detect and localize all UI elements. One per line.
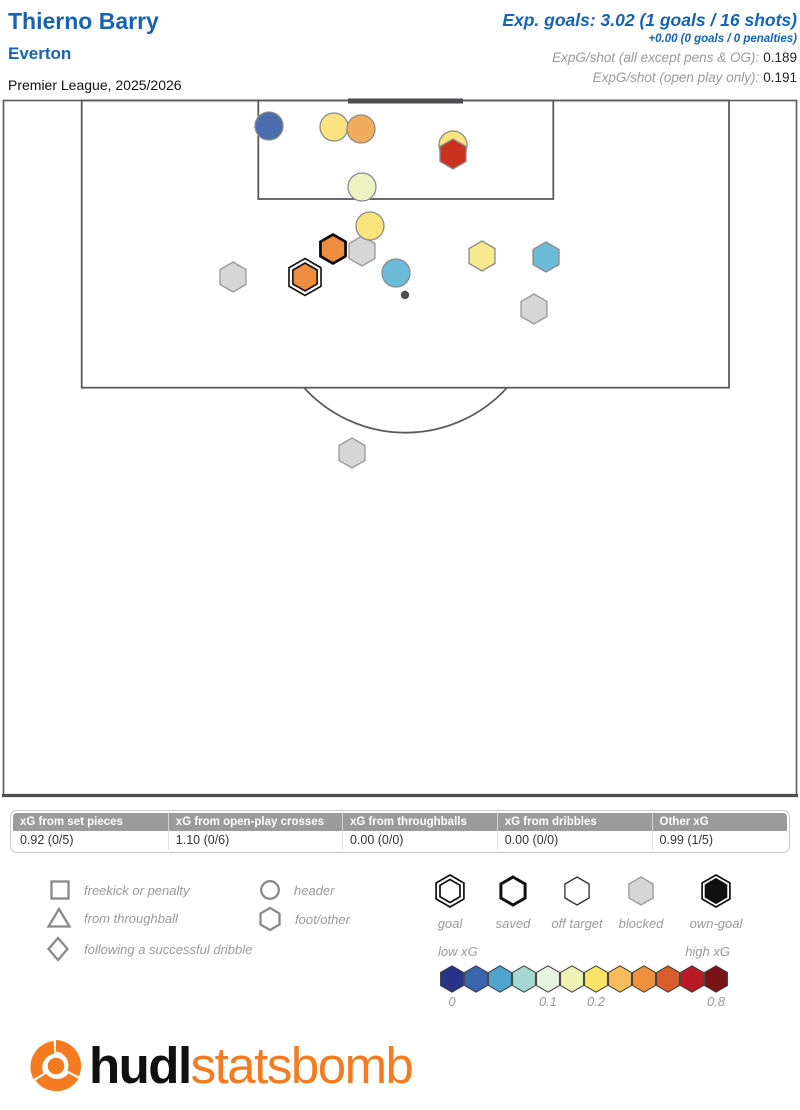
table-value: 0.92 (0/5) — [20, 833, 74, 847]
legend-result-saved: saved — [477, 872, 549, 931]
penalty-arc — [303, 387, 508, 434]
legend-label: from throughball — [84, 910, 178, 926]
xg-scale-step — [656, 965, 680, 993]
expg-per-shot-all: ExpG/shot (all except pens & OG): 0.189 — [552, 49, 797, 65]
shot-hexagon-off-target — [532, 241, 560, 273]
xg-scale-step — [512, 965, 536, 993]
penalties-line: +0.00 (0 goals / 0 penalties) — [648, 32, 797, 45]
penalty-spot — [400, 290, 410, 300]
high-xg-label: high xG — [685, 944, 730, 959]
legend-result-goal: goal — [414, 872, 486, 931]
competition-label: Premier League, 2025/2026 — [8, 77, 182, 93]
shot-hexagon-saved — [319, 232, 347, 266]
xg-scale-step — [488, 965, 512, 993]
legend-freekick-penalty: freekick or penalty — [48, 878, 190, 902]
hexagon-icon — [259, 906, 281, 932]
logo-text-hudl: hudl — [89, 1037, 192, 1094]
legend-label: freekick or penalty — [84, 882, 190, 898]
xg-scale-step — [560, 965, 584, 993]
shot-circle-off-target — [347, 172, 377, 202]
hudl-swirl-icon — [30, 1040, 82, 1092]
table-value: 0.00 (0/0) — [496, 831, 652, 850]
low-xg-label: low xG — [438, 944, 478, 959]
table-value: 0.99 (1/5) — [651, 831, 787, 850]
legend-result-off-target: off target — [541, 872, 613, 931]
team-name: Everton — [8, 44, 72, 63]
xg-scale-step — [632, 965, 656, 993]
xg-scale-tick: 0.2 — [586, 994, 606, 1009]
expg-per-shot-open: ExpG/shot (open play only): 0.191 — [592, 70, 797, 86]
legend-label: own-goal — [689, 916, 743, 931]
column-header: xG from open-play crosses — [167, 813, 342, 831]
xg-scale-step — [536, 965, 560, 993]
xg-scale-step — [608, 965, 632, 993]
legend-label: blocked — [618, 916, 664, 931]
column-header: xG from dribbles — [496, 813, 652, 831]
shot-hexagon-blocked — [219, 261, 247, 293]
column-header: xG from throughballs — [341, 813, 497, 831]
shot-circle-off-target — [381, 258, 411, 288]
diamond-icon — [46, 936, 70, 962]
legend-label: header — [294, 882, 335, 898]
shot-hexagon-off-target — [468, 240, 496, 272]
shot-hexagon-blocked — [348, 235, 376, 267]
legend-dribble: following a successful dribble — [44, 935, 252, 963]
xg-scale-tick: 0.1 — [538, 994, 558, 1009]
shot-hexagon-blocked — [520, 293, 548, 325]
xg-scale-step — [440, 965, 464, 993]
legend-label: saved — [495, 916, 531, 931]
xg-scale-step — [584, 965, 608, 993]
summary-stats: Exp. goals: 3.02 (1 goals / 16 shots) +0… — [502, 10, 797, 87]
legend-result-blocked: blocked — [605, 872, 677, 931]
legend-foot-other: foot/other — [257, 906, 350, 932]
column-header: Other xG — [651, 813, 787, 831]
column-header: xG from set pieces — [20, 816, 123, 828]
legend-label: foot/other — [295, 911, 350, 927]
xg-scale-tick: 0.8 — [706, 994, 726, 1009]
goal-marker-icon — [435, 874, 465, 908]
saved-marker-icon — [499, 875, 527, 907]
legend-label: off target — [551, 916, 603, 931]
xg-scale-tick: 0 — [448, 994, 456, 1009]
table-header-row: xG from set pieces xG from open-play cro… — [13, 813, 787, 831]
own-goal-marker-icon — [701, 874, 731, 908]
table-value-row: 0.92 (0/5) 1.10 (0/6) 0.00 (0/0) 0.00 (0… — [13, 831, 787, 850]
legend-header-shot: header — [258, 878, 334, 902]
triangle-icon — [46, 906, 72, 928]
pitch-boundary — [2, 99, 798, 797]
shot-circle-off-target — [355, 211, 385, 241]
legend-label: goal — [437, 916, 463, 931]
legend-from-throughball: from throughball — [46, 906, 178, 930]
shot-circle-off-target — [319, 112, 349, 142]
hudl-statsbomb-logo: hudl statsbomb — [30, 1036, 414, 1096]
shot-circle-off-target — [346, 114, 376, 144]
shot-hexagon-goal — [288, 257, 322, 297]
legend-label: following a successful dribble — [84, 941, 253, 957]
square-icon — [50, 880, 70, 900]
logo-text-statsbomb: statsbomb — [190, 1037, 414, 1094]
shot-hexagon-blocked — [338, 437, 366, 469]
shot-hexagon-off-target — [439, 138, 467, 170]
xg-scale-step — [704, 965, 728, 993]
pitch-shot-map — [2, 98, 798, 798]
xg-scale-step — [680, 965, 704, 993]
blocked-marker-icon — [628, 876, 654, 906]
table-value: 0.00 (0/0) — [341, 831, 497, 850]
circle-icon — [260, 880, 280, 900]
table-value: 1.10 (0/6) — [167, 831, 342, 850]
exp-goals-line: Exp. goals: 3.02 (1 goals / 16 shots) — [502, 10, 797, 30]
shots-layer — [219, 111, 560, 469]
xg-breakdown-table: xG from set pieces xG from open-play cro… — [10, 810, 790, 853]
xg-color-scale — [440, 965, 728, 993]
off-target-marker-icon — [564, 876, 590, 906]
shot-circle-off-target — [254, 111, 284, 141]
legend-result-own-goal: own-goal — [680, 872, 752, 931]
page-title: Thierno Barry — [8, 8, 159, 34]
xg-scale-step — [464, 965, 488, 993]
